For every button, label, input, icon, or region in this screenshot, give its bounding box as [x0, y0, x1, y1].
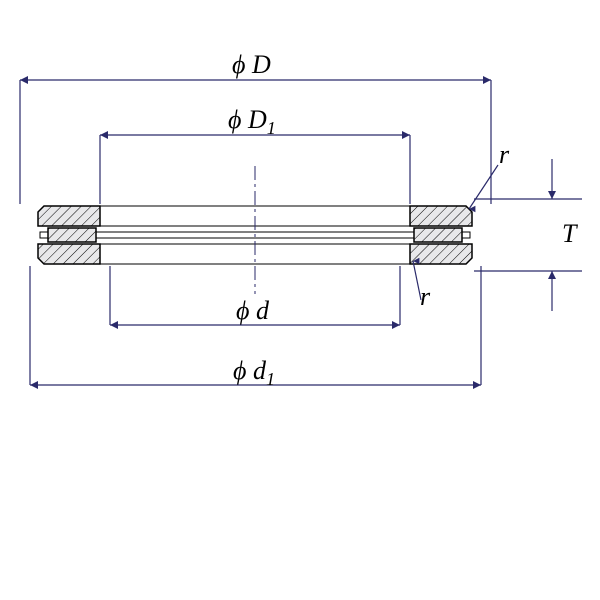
- label-phi-d: ϕ d: [236, 296, 269, 326]
- label-r-top: r: [499, 140, 509, 170]
- label-phi-D1: ϕ D1: [228, 105, 276, 139]
- label-phi-D: ϕ D: [232, 50, 271, 80]
- label-T: T: [562, 219, 576, 249]
- label-phi-d1: ϕ d1: [233, 356, 275, 390]
- bearing-cross-section-diagram: [0, 0, 600, 600]
- label-r-bottom: r: [420, 282, 430, 312]
